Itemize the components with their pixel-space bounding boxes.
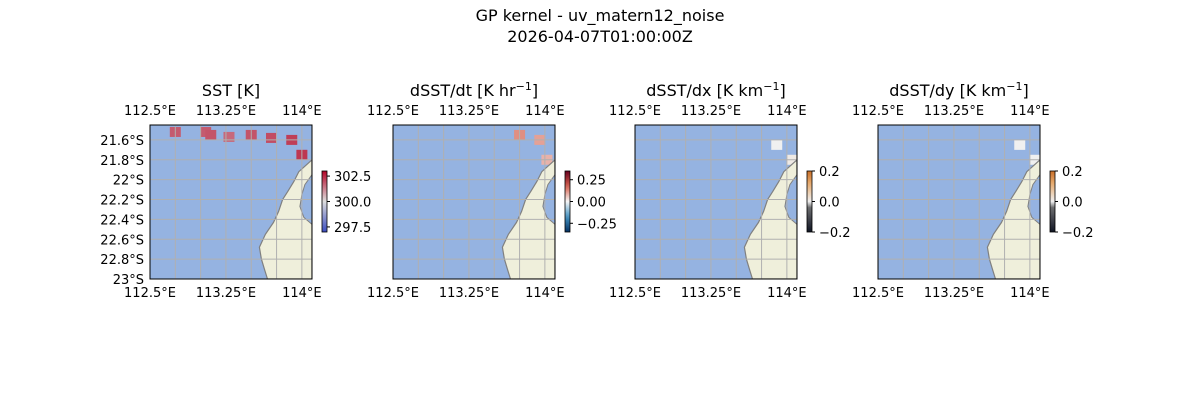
y-tick-label: 21.6°S [100,134,144,149]
map-area [393,125,555,279]
x-tick-label-bottom: 113.25°E [681,286,741,301]
colorbar-tick-label: 0.00 [577,196,606,211]
map-area [635,125,797,279]
colorbar-tick-label: 0.2 [1062,165,1083,180]
colorbar-tick-label: 0.2 [819,165,840,180]
panel-4: dSST/dy [K km−1] 112.5°E 112.5°E 113.25°E 11… [852,80,1094,301]
colorbar-tick-label: −0.25 [577,217,617,232]
x-tick-label-top: 112.5°E [124,104,176,119]
x-tick-label-bottom: 114°E [525,286,565,301]
panel-title-sup: −1 [763,80,779,93]
data-cell [205,129,217,140]
panel-1: SST [K] 112.5°E 112.5°E 113.25°E 113.25°E 114… [100,81,371,301]
colorbar-tick-label: 302.5 [334,170,371,185]
x-tick-label-top: 113.25°E [681,104,741,119]
x-tick-label-bottom: 114°E [1010,286,1050,301]
map-area [878,125,1040,279]
data-cell [223,131,235,142]
x-tick-label-top: 112.5°E [609,104,661,119]
map-area [150,125,312,279]
map-frame [634,124,798,280]
x-tick-label-top: 113.25°E [924,104,984,119]
colorbar-tick-label: 0.0 [819,196,840,211]
panel-title-text: dSST/dx [K km [646,81,763,100]
figure-title: GP kernel - uv_matern12_noise [475,6,725,25]
panel-title-text: dSST/dt [K hr [410,81,516,100]
x-tick-label-bottom: 112.5°E [367,286,419,301]
y-tick-label: 22°S [113,174,144,189]
map-frame [877,124,1041,280]
panel-title: dSST/dx [K km−1] [646,80,785,100]
colorbar-tick-label: 0.0 [1062,196,1083,211]
x-tick-label-top: 113.25°E [439,104,499,119]
colorbar-tick-label: −0.2 [819,226,851,241]
panel-title-tail: ] [779,81,785,100]
figure-subtitle: 2026-04-07T01:00:00Z [507,27,693,46]
x-tick-label-top: 112.5°E [852,104,904,119]
colorbar [321,170,328,233]
x-tick-label-top: 114°E [1010,104,1050,119]
colorbar-tick-label: 297.5 [334,221,371,236]
panel-title: dSST/dt [K hr−1] [410,80,538,100]
colorbar-tick-label: 300.0 [334,196,371,211]
panel-title-text: dSST/dy [K km [889,81,1006,100]
panel-title-sup: −1 [516,80,532,93]
x-tick-label-top: 112.5°E [367,104,419,119]
colorbar [564,170,571,233]
y-tick-label: 22.8°S [100,253,144,268]
panel-title: SST [K] [202,81,260,100]
x-tick-label-bottom: 112.5°E [124,286,176,301]
x-tick-label-bottom: 114°E [282,286,322,301]
y-tick-label: 22.2°S [100,194,144,209]
y-tick-label: 21.8°S [100,154,144,169]
x-tick-label-bottom: 114°E [767,286,807,301]
x-tick-label-top: 114°E [282,104,322,119]
panel-3: dSST/dx [K km−1] 112.5°E 112.5°E 113.25°E 11… [609,80,851,301]
data-cell [771,139,783,150]
colorbar [1049,170,1056,233]
y-tick-label: 23°S [113,273,144,288]
x-tick-label-top: 113.25°E [196,104,256,119]
x-tick-label-bottom: 112.5°E [852,286,904,301]
y-tick-label: 22.6°S [100,233,144,248]
map-frame [392,124,556,280]
colorbar-tick-label: −0.2 [1062,226,1094,241]
colorbar-tick-label: 0.25 [577,174,606,189]
x-tick-label-bottom: 113.25°E [196,286,256,301]
data-cell [1014,139,1026,150]
data-cell [266,132,277,143]
panel-title-tail: ] [532,81,538,100]
panel-title-tail: ] [1022,81,1028,100]
x-tick-label-top: 114°E [525,104,565,119]
x-tick-label-bottom: 113.25°E [924,286,984,301]
panel-title: dSST/dy [K km−1] [889,80,1028,100]
map-frame [149,124,313,280]
colorbar [806,170,813,233]
panel-2: dSST/dt [K hr−1] 112.5°E 112.5°E 113.25°E 11… [367,80,617,301]
x-tick-label-top: 114°E [767,104,807,119]
panel-title-sup: −1 [1006,80,1022,93]
y-tick-label: 22.4°S [100,213,144,228]
x-tick-label-bottom: 112.5°E [609,286,661,301]
x-tick-label-bottom: 113.25°E [439,286,499,301]
panel-title-text: SST [K] [202,81,260,100]
